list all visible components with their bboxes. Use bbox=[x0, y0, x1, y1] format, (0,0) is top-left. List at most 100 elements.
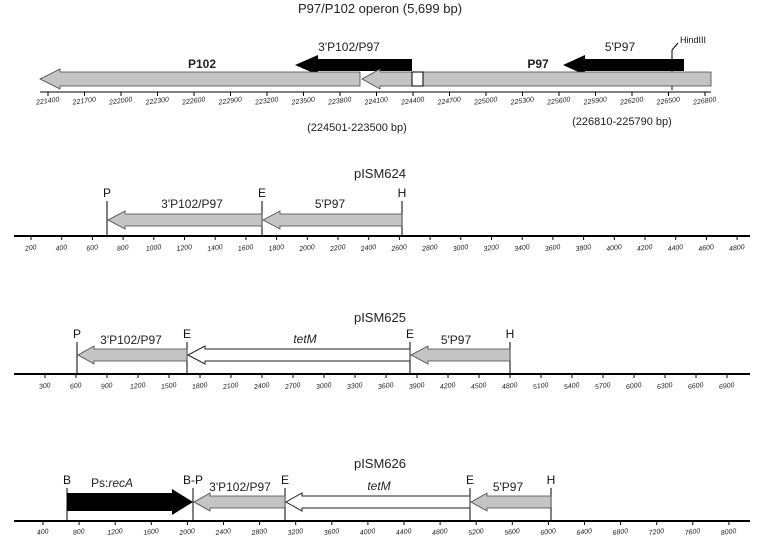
segment-recA-label: Ps:recA bbox=[91, 476, 133, 490]
segment-recA-arrow bbox=[67, 489, 193, 515]
site-e1-label: E bbox=[183, 327, 191, 341]
site-h-label: H bbox=[506, 327, 515, 341]
axis-tick-label: 3000 bbox=[452, 244, 469, 253]
axis-tick-label: 2000 bbox=[298, 244, 315, 253]
pism626-title: pISM626 bbox=[354, 456, 406, 471]
axis-tick-label: 226200 bbox=[619, 96, 644, 106]
axis-tick-label: 223500 bbox=[290, 96, 315, 106]
axis-tick-label: 8000 bbox=[720, 528, 737, 537]
axis-tick-label: 1800 bbox=[268, 244, 285, 253]
axis-tick-label: 3000 bbox=[316, 382, 333, 391]
site-p-label: P bbox=[73, 327, 81, 341]
axis-tick-label: 2800 bbox=[421, 244, 438, 253]
axis-tick-label: 222600 bbox=[181, 96, 206, 106]
axis-tick-label: 4200 bbox=[637, 244, 654, 253]
axis-tick-label: 400 bbox=[55, 244, 68, 253]
axis-tick-label: 222900 bbox=[217, 96, 242, 106]
panel-operon: P97/P102 operon (5,699 bp) 3'P102/P97 5'… bbox=[35, 1, 717, 134]
axis-tick-label: 3400 bbox=[514, 244, 531, 253]
axis-tick-label: 5700 bbox=[595, 382, 612, 391]
probe-3prime-arrow bbox=[295, 55, 412, 75]
axis-tick-label: 7600 bbox=[684, 528, 701, 537]
axis-tick-label: 4800 bbox=[729, 244, 746, 253]
axis-tick-label: 2400 bbox=[253, 382, 270, 391]
axis-tick-label: 6000 bbox=[626, 382, 643, 391]
segment-tetm-arrow bbox=[186, 345, 411, 365]
axis-tick-label: 221400 bbox=[35, 96, 60, 106]
junction-box bbox=[411, 71, 424, 87]
axis-tick-label: 221700 bbox=[71, 96, 96, 106]
site-e2-label: E bbox=[466, 473, 474, 487]
coord-left: (224501-223500 bp) bbox=[307, 122, 407, 134]
gene-p97-label: P97 bbox=[527, 57, 549, 71]
axis-tick-label: 225900 bbox=[582, 96, 607, 106]
site-p-label: P bbox=[103, 186, 111, 200]
axis-tick-label: 6900 bbox=[719, 382, 736, 391]
axis-tick-label: 4800 bbox=[502, 382, 519, 391]
segment-5prime-arrow bbox=[410, 345, 511, 365]
probe-5prime-arrow bbox=[563, 55, 684, 75]
axis-tick-label: 3200 bbox=[287, 528, 304, 537]
axis-tick-label: 6300 bbox=[657, 382, 674, 391]
site-bp-label: B-P bbox=[183, 473, 203, 487]
axis-tick-label: 6600 bbox=[688, 382, 705, 391]
axis-tick-label: 2200 bbox=[329, 244, 346, 253]
axis-tick-label: 2600 bbox=[390, 244, 407, 253]
axis-tick-label: 4500 bbox=[471, 382, 488, 391]
axis-tick-label: 224100 bbox=[363, 96, 388, 106]
axis-tick-label: 4400 bbox=[396, 528, 413, 537]
probe-5prime-label: 5'P97 bbox=[605, 40, 636, 54]
axis-tick-label: 4800 bbox=[432, 528, 449, 537]
axis-tick-label: 222300 bbox=[144, 96, 169, 106]
segment-3prime-label: 3'P102/P97 bbox=[161, 197, 223, 211]
hindiii-label: HindIII bbox=[680, 35, 706, 45]
segment-5prime-label: 5'P97 bbox=[315, 197, 346, 211]
site-h-label: H bbox=[547, 473, 556, 487]
site-h-label: H bbox=[398, 186, 407, 200]
site-b-label: B bbox=[63, 473, 71, 487]
gene-p102-arrow bbox=[39, 68, 361, 90]
axis-tick-label: 600 bbox=[70, 382, 83, 391]
axis-tick-label: 2700 bbox=[284, 382, 301, 391]
segment-tetm-label: tetM bbox=[293, 332, 316, 346]
axis-tick-label: 3300 bbox=[347, 382, 364, 391]
site-e-label: E bbox=[258, 186, 266, 200]
axis-tick-label: 600 bbox=[86, 244, 99, 253]
pism625-axis-ticks: 300 600 900 1200 1500 1800 2100 2400 2700 3000 330… bbox=[39, 374, 736, 391]
operon-title: P97/P102 operon (5,699 bp) bbox=[298, 1, 462, 16]
segment-3prime-label: 3'P102/P97 bbox=[100, 333, 162, 347]
axis-tick-label: 225000 bbox=[473, 96, 498, 106]
axis-tick-label: 4000 bbox=[606, 244, 623, 253]
operon-axis-ticks: 221400 221700 222000 222300 222600 222900 2232… bbox=[35, 92, 717, 107]
pism625-title: pISM625 bbox=[354, 310, 406, 325]
segment-3prime-arrow bbox=[107, 210, 263, 230]
axis-tick-label: 4200 bbox=[440, 382, 457, 391]
axis-tick-label: 224400 bbox=[400, 96, 425, 106]
pism626-axis-ticks: 400 800 1200 1600 2000 2400 2800 3200 3600 4000 44… bbox=[37, 521, 737, 537]
axis-tick-label: 225600 bbox=[546, 96, 571, 106]
site-e2-label: E bbox=[406, 327, 414, 341]
axis-tick-label: 6400 bbox=[576, 528, 593, 537]
axis-tick-label: 226800 bbox=[692, 96, 717, 106]
axis-tick-label: 3600 bbox=[544, 244, 561, 253]
axis-tick-label: 1600 bbox=[143, 528, 160, 537]
axis-tick-label: 4600 bbox=[698, 244, 715, 253]
axis-tick-label: 800 bbox=[117, 244, 130, 253]
segment-5prime-arrow bbox=[262, 210, 403, 230]
probe-3prime-label: 3'P102/P97 bbox=[318, 40, 380, 54]
axis-tick-label: 1000 bbox=[145, 244, 162, 253]
segment-5prime-label: 5'P97 bbox=[493, 480, 524, 494]
panel-pism625: pISM625 P E E H 3'P102/P97 tetM 5'P97 30… bbox=[14, 310, 750, 391]
segment-5prime-label: 5'P97 bbox=[441, 333, 472, 347]
hindiii-tick bbox=[671, 42, 679, 51]
axis-tick-label: 3600 bbox=[323, 528, 340, 537]
panel-pism624: pISM624 P E H 3'P102/P97 5'P97 200 400 600… bbox=[14, 166, 750, 253]
recA-name: recA bbox=[108, 476, 133, 490]
gene-p97-arrow bbox=[361, 68, 712, 90]
axis-tick-label: 4400 bbox=[667, 244, 684, 253]
pism624-title: pISM624 bbox=[354, 166, 406, 181]
panel-pism626: pISM626 B B-P E E H Ps:recA 3'P102/P97 t… bbox=[14, 456, 750, 537]
axis-tick-label: 3800 bbox=[575, 244, 592, 253]
pism624-axis-ticks: 200 400 600 800 1000 1200 1400 1600 1800 2000 2200… bbox=[24, 236, 746, 253]
